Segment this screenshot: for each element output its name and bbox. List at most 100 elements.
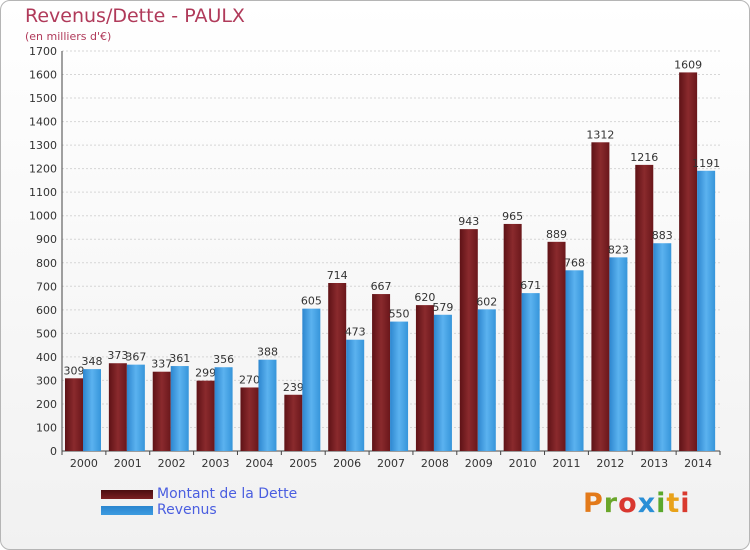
bar-dette-2010 [503, 223, 522, 451]
bar-dette-2002 [152, 371, 171, 451]
legend-swatch-dette [101, 490, 153, 499]
proxiti-logo: Proxiti [583, 488, 691, 519]
bar-dette-2005 [284, 394, 303, 451]
y-tick-label: 200 [36, 398, 57, 411]
x-tick-label: 2014 [684, 457, 712, 470]
x-tick-label: 2003 [202, 457, 230, 470]
x-tick-label: 2013 [640, 457, 668, 470]
bar-dette-2008 [415, 305, 434, 451]
x-tick-label: 2001 [114, 457, 142, 470]
data-label-revenus: 823 [608, 243, 629, 256]
bar-dette-2014 [679, 72, 698, 451]
bar-revenus-2002 [170, 366, 189, 451]
data-label-revenus: 768 [564, 256, 585, 269]
bar-revenus-2010 [521, 293, 540, 451]
bar-dette-2007 [372, 294, 391, 451]
legend-label-revenus: Revenus [157, 502, 217, 518]
y-tick-label: 1300 [29, 139, 57, 152]
data-label-dette: 965 [502, 210, 523, 223]
y-tick-label: 1000 [29, 210, 57, 223]
x-tick-label: 2007 [377, 457, 405, 470]
data-label-revenus: 367 [125, 351, 146, 364]
chart-subtitle: (en milliers d'€) [25, 30, 112, 43]
data-label-revenus: 388 [257, 346, 278, 359]
data-label-revenus: 356 [213, 353, 234, 366]
y-tick-label: 800 [36, 257, 57, 270]
data-label-dette: 337 [151, 358, 172, 371]
data-label-revenus: 602 [476, 295, 497, 308]
data-label-revenus: 671 [520, 279, 541, 292]
data-label-dette: 943 [458, 215, 479, 228]
data-label-dette: 309 [64, 364, 85, 377]
y-tick-label: 1500 [29, 92, 57, 105]
y-tick-label: 100 [36, 421, 57, 434]
bar-revenus-2004 [258, 359, 277, 451]
x-tick-label: 2002 [158, 457, 186, 470]
data-label-dette: 667 [371, 280, 392, 293]
bar-revenus-2013 [653, 243, 672, 451]
bar-dette-2006 [328, 283, 347, 451]
bar-revenus-2012 [609, 257, 628, 451]
bar-dette-2009 [459, 229, 478, 451]
data-label-revenus: 605 [301, 295, 322, 308]
bar-dette-2011 [547, 241, 566, 451]
y-tick-label: 1100 [29, 186, 57, 199]
bar-dette-2004 [240, 387, 259, 451]
data-label-dette: 270 [239, 373, 260, 386]
legend-label-dette: Montant de la Dette [157, 486, 298, 502]
data-label-revenus: 883 [652, 229, 673, 242]
data-label-dette: 373 [107, 349, 128, 362]
x-tick-label: 2004 [245, 457, 273, 470]
y-tick-label: 500 [36, 327, 57, 340]
data-label-dette: 1609 [674, 58, 702, 71]
data-label-dette: 1312 [586, 128, 614, 141]
x-tick-label: 2006 [333, 457, 361, 470]
data-label-revenus: 473 [345, 326, 366, 339]
x-tick-label: 2009 [465, 457, 493, 470]
bar-dette-2003 [196, 380, 215, 451]
data-label-revenus: 1191 [692, 157, 720, 170]
bar-revenus-2003 [214, 367, 233, 451]
y-tick-label: 900 [36, 233, 57, 246]
bar-revenus-2014 [697, 170, 716, 451]
bar-dette-2000 [65, 378, 83, 451]
y-tick-label: 700 [36, 280, 57, 293]
y-tick-label: 1200 [29, 163, 57, 176]
bar-revenus-2006 [346, 339, 365, 451]
y-tick-label: 1700 [29, 45, 57, 58]
bar-revenus-2007 [390, 321, 409, 451]
y-tick-label: 400 [36, 351, 57, 364]
y-tick-label: 300 [36, 374, 57, 387]
data-label-dette: 1216 [630, 151, 658, 164]
data-label-dette: 299 [195, 367, 216, 380]
bar-revenus-2001 [126, 364, 145, 451]
data-label-dette: 620 [414, 291, 435, 304]
data-label-revenus: 361 [169, 352, 190, 365]
x-tick-label: 2012 [596, 457, 624, 470]
bar-revenus-2008 [433, 314, 452, 451]
y-tick-label: 0 [50, 445, 57, 458]
data-label-dette: 714 [327, 269, 348, 282]
data-label-revenus: 579 [432, 301, 453, 314]
bar-revenus-2011 [565, 270, 584, 451]
y-tick-label: 1400 [29, 116, 57, 129]
bar-dette-2012 [591, 142, 610, 451]
bar-revenus-2005 [302, 308, 321, 451]
x-tick-label: 2010 [509, 457, 537, 470]
legend-swatch-revenus [101, 506, 153, 515]
bar-revenus-2009 [477, 309, 496, 451]
x-tick-label: 2000 [70, 457, 98, 470]
data-label-dette: 239 [283, 381, 304, 394]
y-tick-label: 600 [36, 304, 57, 317]
x-tick-label: 2005 [289, 457, 317, 470]
data-label-revenus: 550 [389, 308, 410, 321]
bar-dette-2001 [108, 363, 127, 451]
data-label-dette: 889 [546, 228, 567, 241]
data-label-revenus: 348 [82, 355, 103, 368]
x-tick-label: 2008 [421, 457, 449, 470]
bar-revenus-2000 [83, 369, 101, 451]
bar-dette-2013 [635, 164, 654, 451]
y-tick-label: 1600 [29, 69, 57, 82]
